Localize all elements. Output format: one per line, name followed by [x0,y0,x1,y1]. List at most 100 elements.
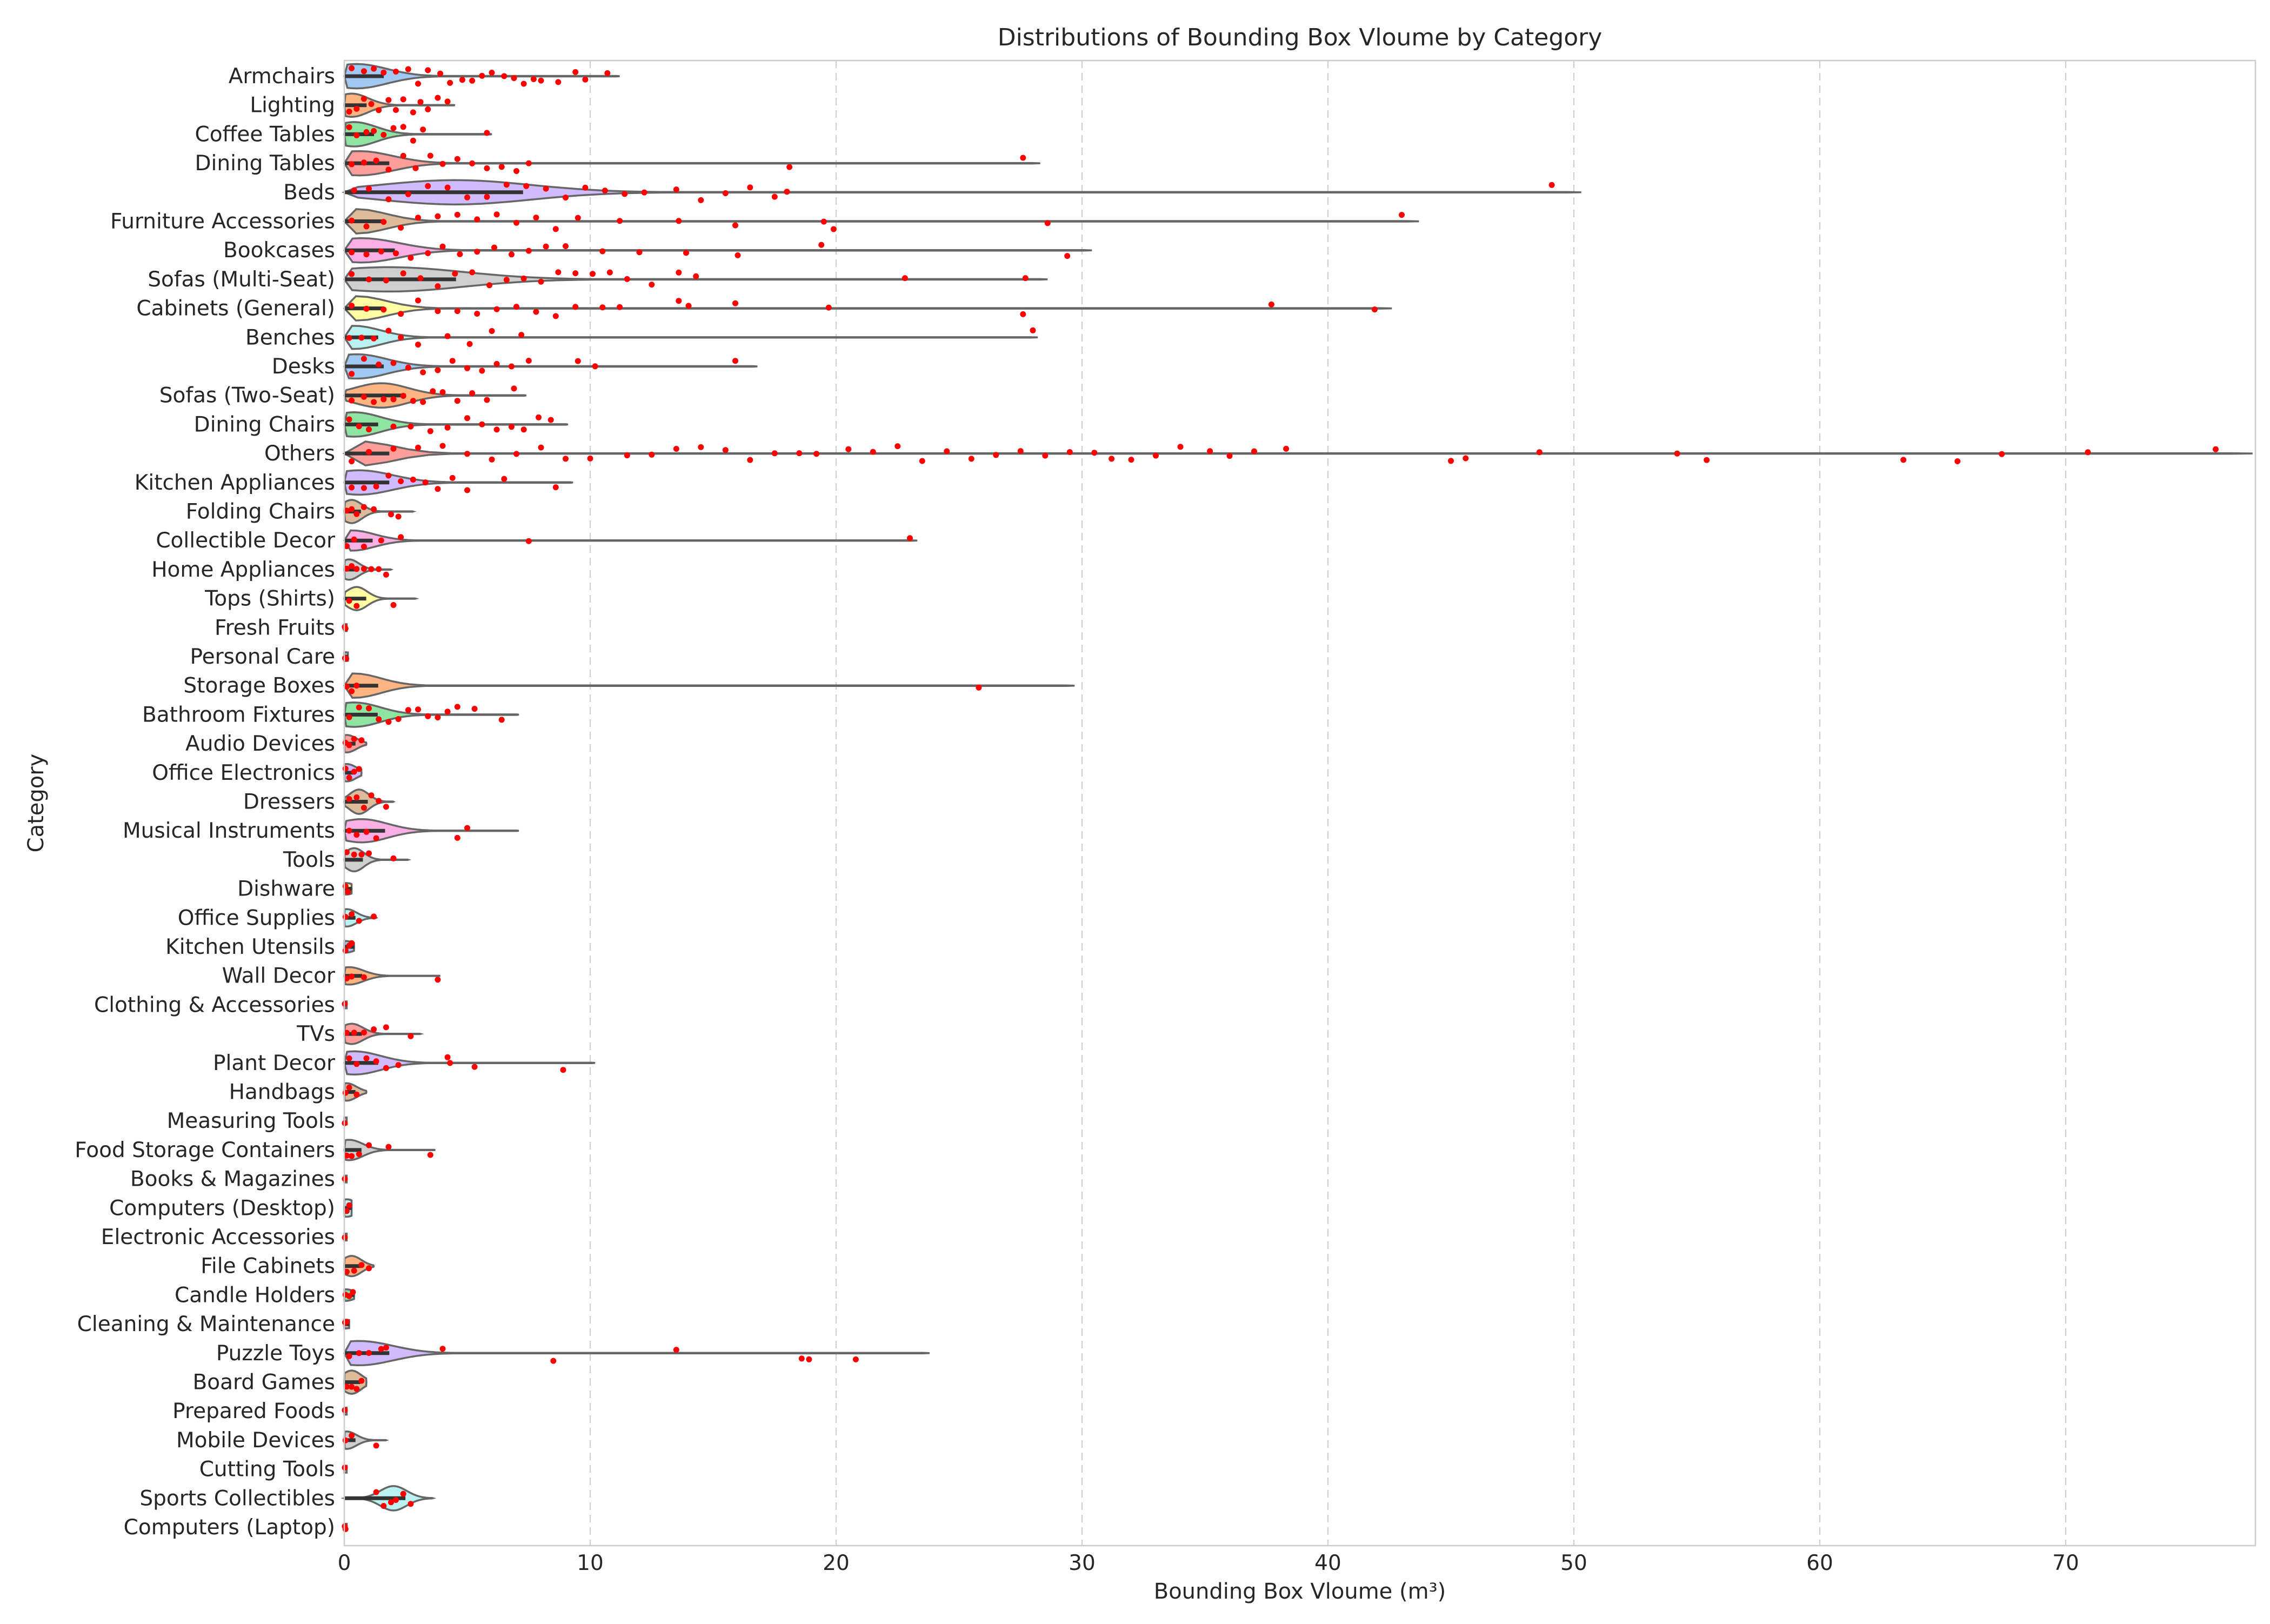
data-point [454,398,460,404]
data-point [371,913,377,920]
data-point [346,124,352,130]
y-tick-label: Coffee Tables [195,122,335,146]
data-point [349,688,355,694]
data-point [366,426,372,433]
data-point [786,164,793,170]
data-point [400,270,406,277]
data-point [415,706,421,713]
data-point [393,250,399,257]
data-point [346,416,352,423]
data-point [363,828,370,835]
data-point [385,196,392,203]
data-point [363,129,370,135]
plot-frame [343,59,2256,1547]
data-point [346,827,352,834]
data-point [415,444,421,451]
data-point [415,297,421,304]
data-point [907,535,913,542]
data-point [425,250,431,256]
y-tick-label: Musical Instruments [123,819,335,843]
data-point [350,1289,356,1295]
data-point [360,159,367,166]
data-point [344,543,350,550]
data-point [735,252,741,258]
x-tick-label: 0 [338,1551,351,1575]
data-point [673,446,679,452]
data-point [1020,311,1026,317]
data-point [1044,220,1051,226]
data-point [383,1345,389,1351]
data-point [380,219,387,225]
data-point [344,1268,350,1275]
data-point [796,450,803,457]
data-point [373,483,379,490]
data-point [351,1030,357,1036]
data-point [520,81,527,87]
data-point [1177,444,1184,450]
data-point [349,484,355,491]
y-tick-label: Bookcases [223,238,335,263]
data-point [395,1062,402,1068]
data-point [360,566,367,572]
data-point [1954,458,1961,464]
data-point [366,449,372,455]
data-point [444,184,451,191]
data-point [356,704,362,711]
y-tick-label: Cleaning & Maintenance [77,1312,335,1336]
data-point [398,224,404,231]
data-point [346,1202,352,1208]
violin-shape [343,586,419,611]
data-point [1017,448,1024,455]
data-point [503,277,510,283]
data-point [383,1024,389,1031]
data-point [360,805,367,811]
x-tick-label: 40 [1314,1551,1341,1575]
y-tick-label: Wall Decor [222,964,336,988]
data-point [408,1033,414,1039]
data-point [366,276,372,283]
data-point [2085,449,2091,456]
data-point [513,219,519,226]
data-point [349,397,355,404]
data-point [360,543,367,550]
data-point [376,107,382,113]
data-point [602,188,608,194]
violin-shape [343,92,456,118]
data-point [732,358,738,364]
data-point [493,360,500,367]
data-point [479,72,485,79]
y-tick-label: Beds [283,181,335,205]
y-tick-label: Candle Holders [175,1283,335,1307]
data-point [649,451,655,458]
data-point [592,363,598,370]
data-point [523,183,530,189]
data-point [693,273,699,279]
data-point [366,1142,372,1148]
data-point [1226,453,1233,459]
data-point [845,446,852,452]
data-point [1548,182,1555,188]
data-point [356,423,362,430]
y-tick-label: Electronic Accessories [101,1225,335,1249]
data-point [491,244,497,251]
data-point [439,161,446,167]
data-point [1463,455,1469,462]
violin-shape [343,150,1040,177]
data-point [360,356,367,362]
data-point [830,226,837,232]
data-point [469,390,476,396]
data-point [417,99,424,105]
data-point [617,304,623,310]
y-tick-label: Others [264,442,335,466]
data-point [1207,448,1213,455]
data-point [622,191,628,197]
data-point [548,417,554,423]
data-point [698,197,704,203]
data-point [344,1030,350,1036]
data-point [353,132,360,138]
data-point [444,333,451,339]
data-point [363,223,370,230]
data-point [435,213,441,219]
y-tick-label: Cutting Tools [199,1458,335,1482]
